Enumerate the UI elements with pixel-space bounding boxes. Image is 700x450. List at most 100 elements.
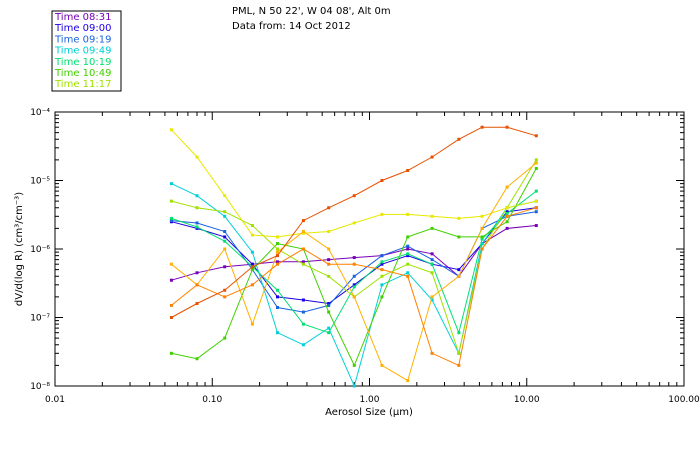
data-point	[169, 128, 173, 132]
data-point	[169, 216, 173, 220]
data-point	[223, 247, 227, 251]
data-series	[169, 125, 538, 388]
data-point	[301, 322, 305, 326]
data-point	[480, 247, 484, 251]
data-point	[430, 351, 434, 355]
series-group	[169, 166, 538, 367]
data-point	[195, 271, 199, 275]
data-point	[505, 206, 509, 210]
header-date: Data from: 14 Oct 2012	[232, 21, 351, 32]
data-point	[223, 235, 227, 239]
data-point	[276, 260, 280, 264]
data-point	[380, 260, 384, 264]
legend-entry: Time 10:19	[54, 57, 111, 68]
data-point	[352, 262, 356, 266]
data-point	[457, 235, 461, 239]
legend-entry: Time 08:31	[54, 12, 111, 23]
data-point	[276, 305, 280, 309]
data-point	[352, 295, 356, 299]
data-point	[380, 268, 384, 272]
data-point	[352, 274, 356, 278]
data-point	[250, 233, 254, 237]
data-point	[457, 351, 461, 355]
data-point	[223, 288, 227, 292]
y-tick-label: 10⁻⁴	[30, 108, 50, 118]
data-point	[505, 220, 509, 224]
data-point	[169, 182, 173, 186]
data-point	[534, 134, 538, 138]
data-point	[430, 214, 434, 218]
data-point	[327, 302, 331, 306]
data-point	[327, 310, 331, 314]
data-point	[380, 274, 384, 278]
data-point	[430, 252, 434, 256]
y-axis-title: dV/d(log R) (cm³/cm⁻³)	[14, 192, 25, 306]
x-axis-title: Aerosol Size (μm)	[325, 407, 413, 418]
data-point	[534, 161, 538, 165]
data-point	[195, 194, 199, 198]
data-point	[169, 262, 173, 266]
data-point	[195, 225, 199, 229]
data-point	[352, 285, 356, 289]
data-point	[430, 295, 434, 299]
data-point	[169, 316, 173, 319]
data-point	[250, 283, 254, 287]
series-group	[169, 182, 538, 388]
data-point	[352, 283, 356, 287]
data-point	[505, 211, 509, 215]
data-point	[406, 262, 410, 266]
data-point	[352, 384, 356, 388]
data-point	[430, 271, 434, 275]
data-point	[406, 168, 410, 172]
data-point	[505, 210, 509, 214]
series-group	[169, 128, 538, 239]
x-tick-label: 0.10	[202, 395, 222, 405]
legend-entry: Time 09:19	[54, 34, 111, 45]
legend-box	[51, 10, 122, 92]
data-point	[457, 216, 461, 220]
header-location: PML, N 50 22', W 04 08', Alt 0m	[232, 6, 391, 17]
data-point	[430, 226, 434, 230]
data-point	[380, 179, 384, 182]
data-point	[406, 244, 410, 248]
data-point	[301, 230, 305, 234]
data-point	[195, 206, 199, 210]
legend-entry: Time 09:49	[54, 46, 111, 57]
data-point	[352, 221, 356, 225]
data-point	[223, 194, 227, 198]
data-point	[223, 210, 227, 214]
data-point	[406, 274, 410, 278]
data-point	[169, 278, 173, 282]
data-point	[505, 214, 509, 218]
data-point	[276, 262, 280, 266]
data-point	[223, 230, 227, 234]
data-point	[223, 336, 227, 340]
data-point	[406, 254, 410, 258]
data-point	[505, 125, 509, 129]
data-point	[534, 158, 538, 162]
data-point	[327, 230, 331, 234]
data-point	[301, 262, 305, 266]
data-point	[352, 256, 356, 260]
series-group	[169, 206, 538, 367]
data-point	[276, 288, 280, 292]
series-group	[169, 125, 538, 319]
data-point	[380, 212, 384, 216]
data-point	[327, 326, 331, 330]
data-point	[195, 283, 199, 287]
data-point	[352, 194, 356, 198]
data-point	[380, 283, 384, 287]
data-point	[250, 262, 254, 266]
data-point	[380, 254, 384, 258]
data-point	[301, 231, 305, 235]
data-point	[505, 185, 509, 189]
data-point	[480, 237, 484, 241]
data-point	[250, 224, 254, 228]
data-point	[457, 331, 461, 335]
data-point	[534, 189, 538, 193]
data-point	[505, 226, 509, 230]
data-point	[276, 295, 280, 299]
x-tick-label: 10.00	[514, 395, 540, 405]
legend-entry: Time 10:49	[54, 68, 111, 79]
data-point	[327, 274, 331, 278]
